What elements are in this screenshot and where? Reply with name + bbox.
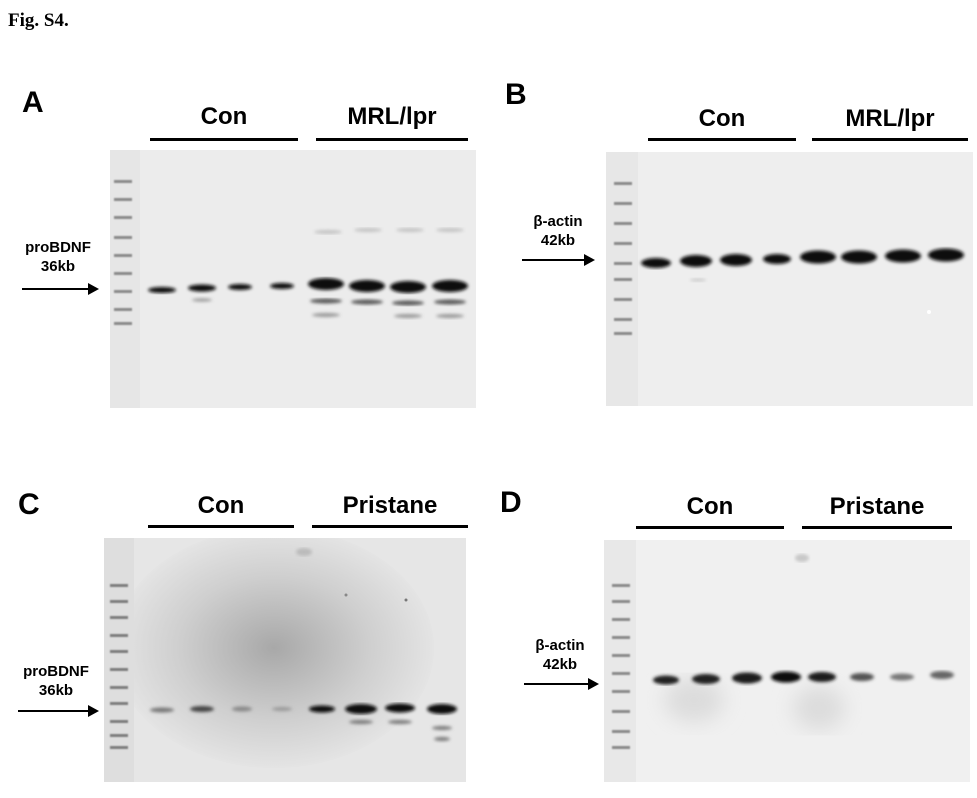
panel-a-group-label-mrl: MRL/lpr <box>347 103 437 130</box>
panel-d-arrow-icon <box>524 678 599 690</box>
panel-b-blot-image <box>606 152 973 406</box>
panel-a-group-label-con: Con <box>200 103 248 130</box>
panel-c-marker-name: proBDNF <box>23 663 89 680</box>
panel-a-marker-label: proBDNF 36kb <box>8 238 108 276</box>
panel-a-blot-image <box>110 150 476 408</box>
panel-b-group-bar-con <box>648 138 796 141</box>
panel-a-marker-size: 36kb <box>40 258 76 275</box>
panel-c-marker-label: proBDNF 36kb <box>8 662 104 700</box>
panel-d-group-label-con: Con <box>686 493 734 520</box>
panel-letter-b: B <box>505 78 527 111</box>
panel-c-group-label-con: Con <box>197 492 245 519</box>
panel-b-group-bar-mrl <box>812 138 968 141</box>
panel-d-group-label-pristane: Pristane <box>829 493 925 520</box>
panel-c-group-bar-con <box>148 525 294 528</box>
panel-b-marker-label: β-actin 42kb <box>516 212 600 250</box>
panel-a-group-bar-mrl <box>316 138 468 141</box>
panel-d-group-bar-pristane <box>802 526 952 529</box>
panel-b-group-label-con: Con <box>698 105 746 132</box>
panel-a-group-bar-con <box>150 138 298 141</box>
panel-d-blot-image <box>604 540 970 782</box>
panel-d-marker-name: β-actin <box>535 637 585 654</box>
panel-letter-c: C <box>18 488 40 521</box>
panel-letter-d: D <box>500 486 522 519</box>
figure-title: Fig. S4. <box>8 10 69 31</box>
panel-letter-a: A <box>22 86 44 119</box>
panel-c-group-bar-pristane <box>312 525 468 528</box>
panel-d-marker-size: 42kb <box>542 656 578 673</box>
panel-c-marker-size: 36kb <box>38 682 74 699</box>
panel-b-group-label-mrl: MRL/lpr <box>845 105 935 132</box>
panel-a-marker-name: proBDNF <box>25 239 91 256</box>
panel-b-marker-name: β-actin <box>533 213 583 230</box>
panel-c-group-label-pristane: Pristane <box>342 492 438 519</box>
panel-d-marker-label: β-actin 42kb <box>518 636 602 674</box>
panel-d-group-bar-con <box>636 526 784 529</box>
panel-b-marker-size: 42kb <box>540 232 576 249</box>
panel-c-blot-image <box>104 538 466 782</box>
panel-a-arrow-icon <box>22 283 99 295</box>
panel-b-arrow-icon <box>522 254 595 266</box>
panel-c-arrow-icon <box>18 705 99 717</box>
